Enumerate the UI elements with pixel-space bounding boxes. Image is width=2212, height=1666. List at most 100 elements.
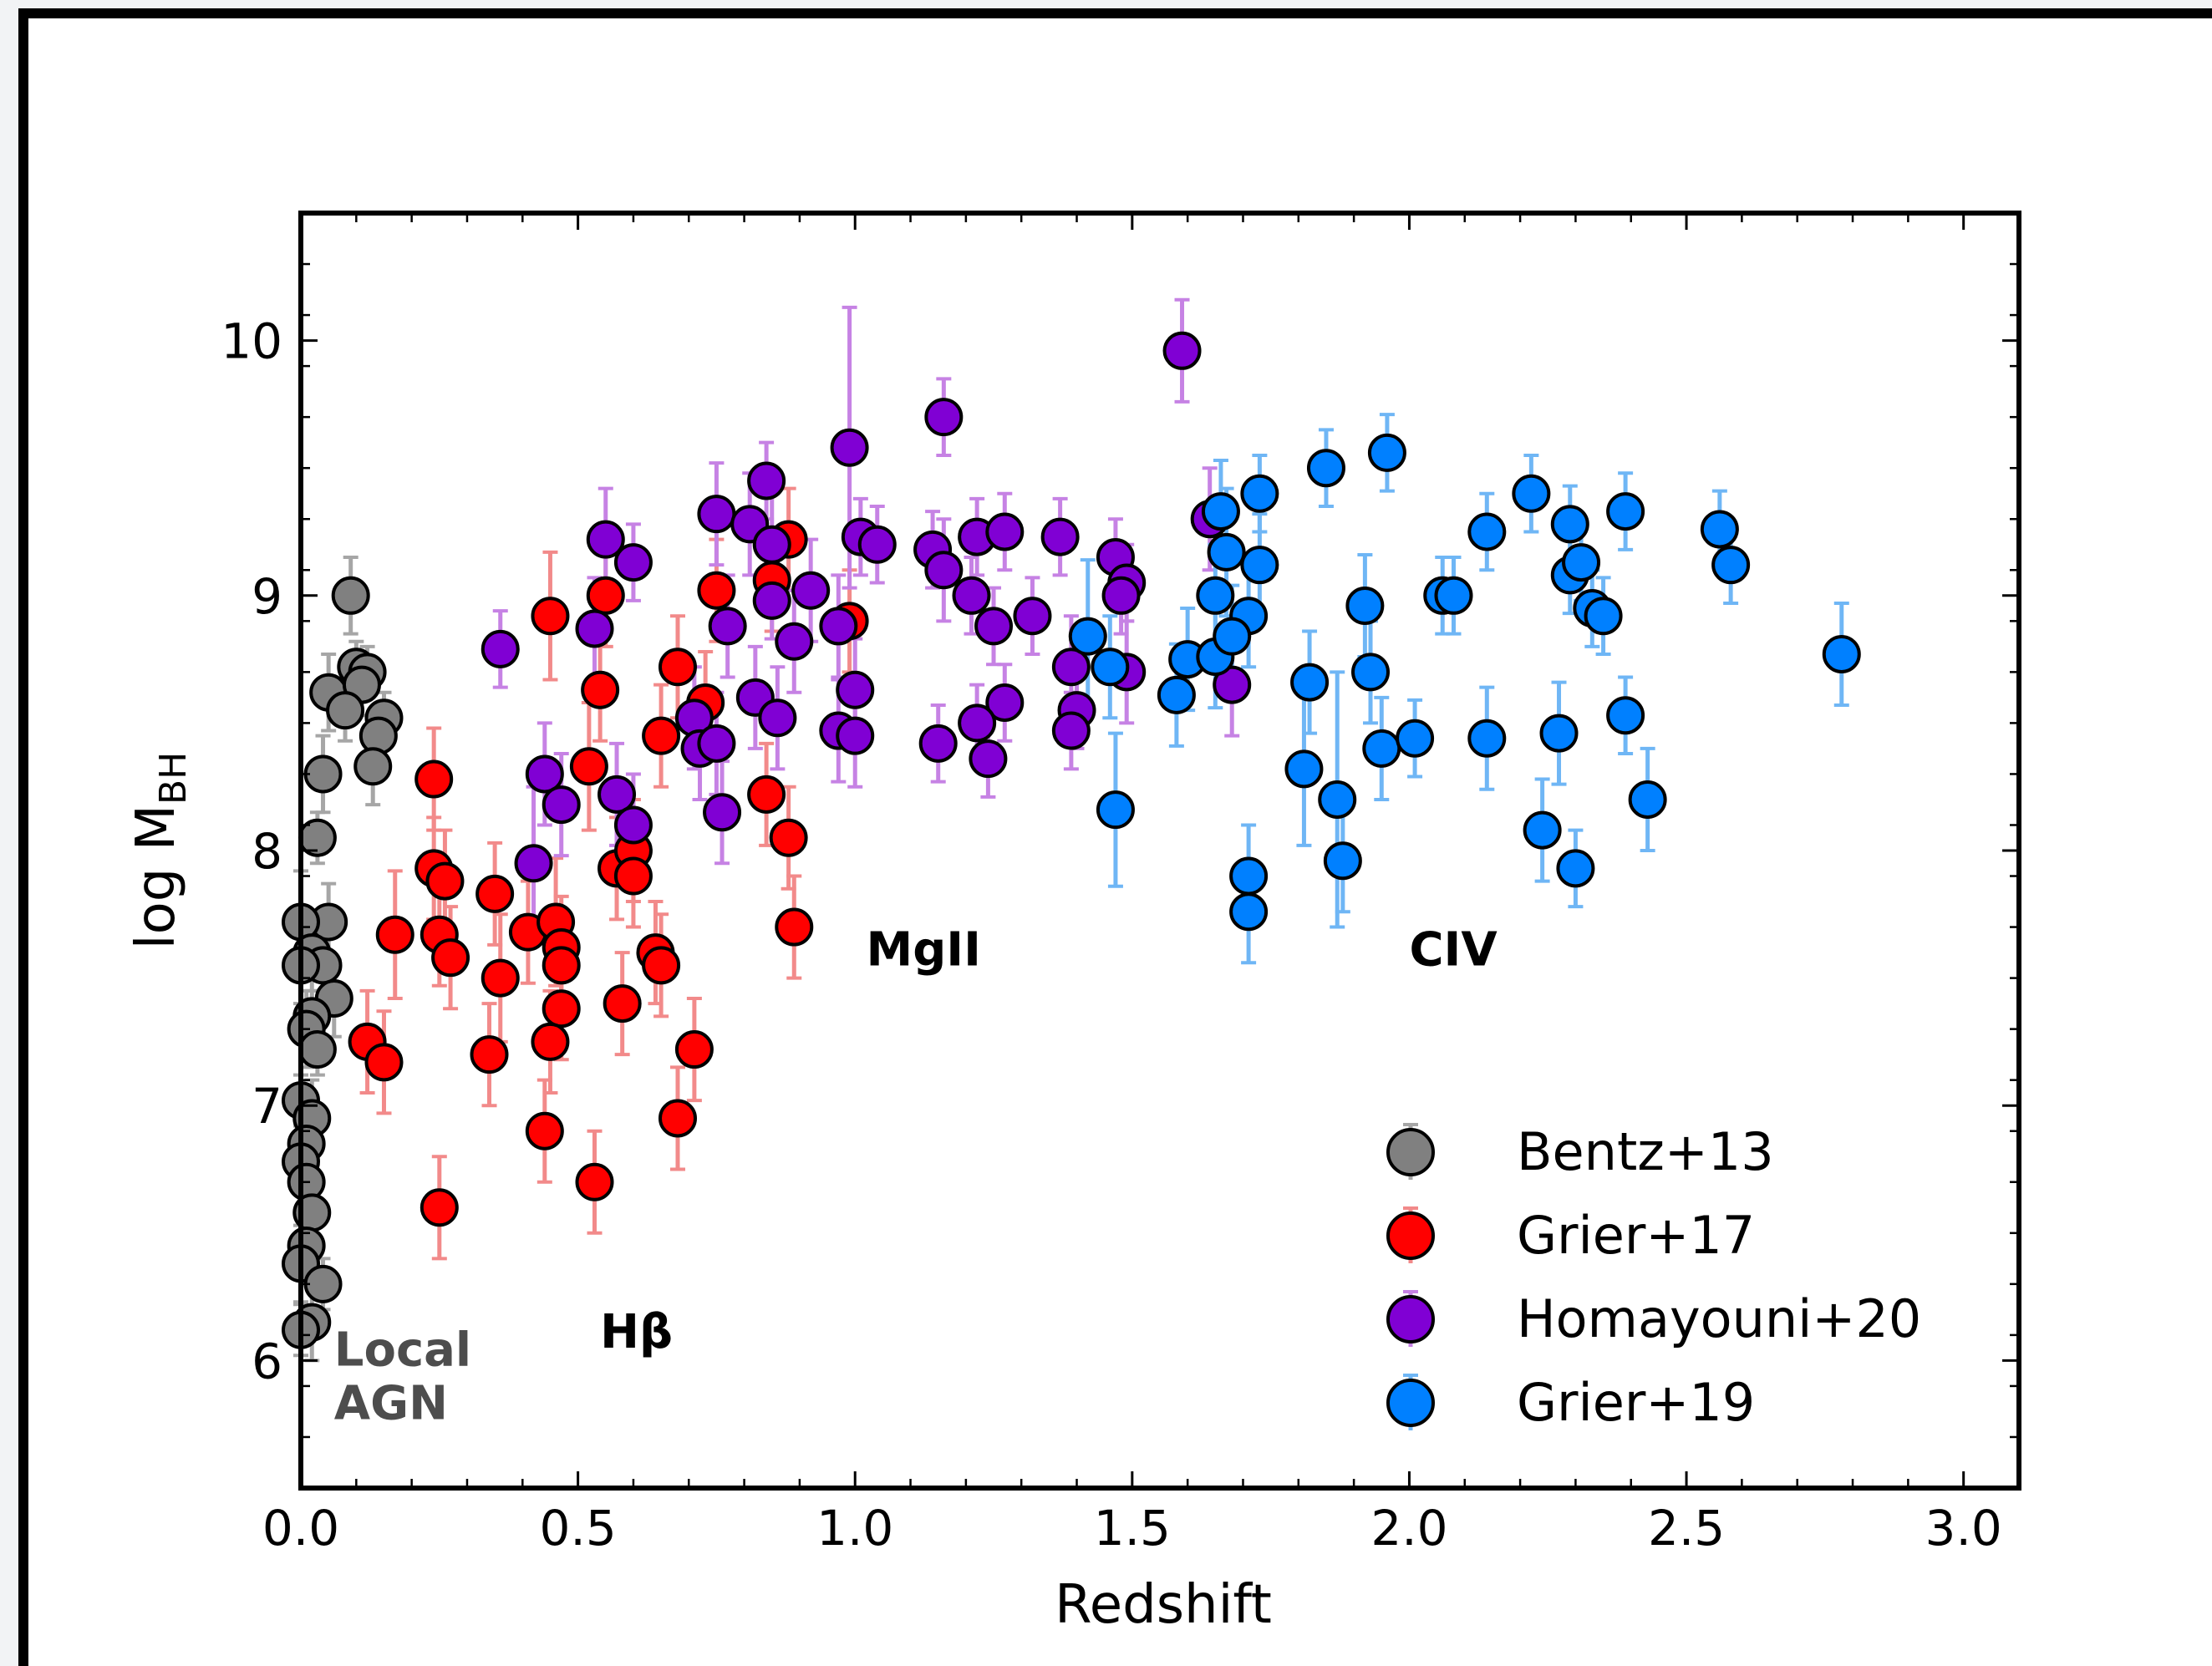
x-tick-label: 2.5 [1648, 1500, 1725, 1557]
y-tick-label: 6 [252, 1333, 282, 1389]
point-homayouni-20-8 [613, 543, 653, 582]
point-homayouni-20-33 [1051, 711, 1091, 750]
point-grier-17-2 [581, 670, 620, 709]
y-tick-label: 10 [221, 313, 282, 370]
point-grier-19-25 [1213, 617, 1252, 656]
point-grier-19-35 [1318, 780, 1357, 819]
tick-labels-layer: 0.0 0.5 1.0 1.5 2.0 2.5 3.0 6 7 8 9 10 [221, 313, 2002, 1557]
point-homayouni-20-41 [758, 698, 797, 738]
point-homayouni-20-23 [708, 607, 747, 646]
point-grier-19-39 [1323, 841, 1362, 881]
point-homayouni-20-7 [586, 520, 625, 559]
point-grier-19-3 [1240, 474, 1279, 513]
point-bentz-13-9 [303, 754, 343, 794]
y-tick-label: 7 [252, 1078, 282, 1135]
point-homayouni-20-44 [697, 724, 736, 763]
y-axis-label: log MBH [125, 752, 195, 949]
point-grier-19-43 [1822, 634, 1861, 673]
point-homayouni-20-26 [974, 607, 1014, 646]
point-grier-19-29 [1362, 729, 1401, 768]
y-axis-label-subscript: BH [152, 752, 195, 805]
point-grier-17-26 [542, 989, 581, 1029]
point-homayouni-20-12 [924, 551, 964, 590]
point-homayouni-20-46 [575, 609, 614, 648]
point-grier-19-26 [1290, 663, 1330, 702]
point-grier-19-38 [1096, 790, 1135, 830]
annotation-4: CIV [1409, 922, 1498, 977]
point-homayouni-20-3 [747, 461, 786, 500]
point-homayouni-20-25 [952, 576, 991, 615]
point-grier-17-35 [658, 1099, 697, 1138]
point-grier-19-22 [1091, 648, 1130, 687]
point-grier-17-40 [575, 1162, 614, 1201]
point-grier-19-28 [1157, 675, 1196, 714]
point-grier-19-14 [1345, 587, 1385, 626]
x-tick-label: 2.0 [1370, 1500, 1447, 1557]
point-grier-17-16 [425, 861, 465, 901]
point-grier-17-12 [769, 818, 808, 857]
point-grier-19-36 [1628, 780, 1667, 819]
point-grier-19-10 [1207, 532, 1246, 571]
point-homayouni-20-37 [836, 670, 875, 709]
legend-marker [1386, 1295, 1435, 1343]
annotation-2: Hβ [600, 1305, 673, 1359]
point-grier-19-12 [1196, 576, 1235, 615]
point-grier-19-40 [1556, 849, 1595, 888]
x-tick-label: 1.0 [816, 1500, 893, 1557]
point-grier-17-25 [542, 946, 581, 985]
legend-label: Homayouni+20 [1517, 1288, 1921, 1349]
point-grier-19-5 [1467, 512, 1507, 551]
legend-label: Grier+17 [1517, 1205, 1755, 1266]
point-homayouni-20-52 [703, 793, 742, 832]
x-tick-label: 0.0 [262, 1500, 339, 1557]
point-grier-19-16 [1434, 576, 1473, 615]
error-bars-layer [293, 297, 1849, 1363]
point-grier-19-32 [1539, 714, 1579, 753]
point-grier-19-6 [1550, 505, 1589, 544]
point-homayouni-20-31 [985, 683, 1025, 722]
point-homayouni-20-15 [1040, 517, 1080, 556]
point-homayouni-20-47 [525, 754, 564, 794]
point-homayouni-20-2 [830, 428, 869, 467]
point-grier-17-19 [431, 938, 470, 978]
point-homayouni-20-50 [613, 805, 653, 845]
point-grier-17-27 [531, 1022, 570, 1061]
legend: Bentz+13 Grier+17 Homayouni+20 Grier+19 [1386, 1121, 1921, 1433]
point-bentz-13-0 [331, 576, 370, 615]
point-grier-17-14 [414, 759, 454, 799]
y-axis-label-main: log M [125, 805, 187, 949]
point-grier-17-32 [642, 946, 681, 985]
point-grier-17-33 [603, 984, 642, 1023]
point-grier-19-27 [1351, 653, 1391, 692]
point-grier-17-6 [697, 571, 736, 610]
point-homayouni-20-4 [697, 495, 736, 534]
point-grier-17-4 [658, 648, 697, 687]
annotation-0: Local [334, 1323, 471, 1378]
point-grier-17-37 [364, 1043, 404, 1082]
legend-item-3: Grier+19 [1386, 1372, 1755, 1433]
point-homayouni-20-14 [985, 512, 1025, 551]
legend-item-1: Grier+17 [1386, 1205, 1755, 1266]
point-grier-19-4 [1512, 474, 1551, 513]
legend-marker [1386, 1379, 1435, 1427]
point-grier-17-3 [569, 747, 608, 786]
legend-label: Grier+19 [1517, 1372, 1755, 1433]
point-homayouni-20-20 [752, 581, 791, 620]
point-grier-19-2 [1201, 492, 1240, 531]
x-tick-label: 3.0 [1925, 1500, 2002, 1557]
point-grier-17-21 [481, 958, 520, 998]
x-tick-label: 0.5 [539, 1500, 616, 1557]
point-bentz-13-5 [326, 691, 365, 730]
point-homayouni-20-22 [775, 622, 814, 661]
point-homayouni-20-49 [597, 775, 637, 814]
point-grier-17-11 [747, 775, 786, 814]
point-grier-19-33 [1606, 696, 1645, 735]
point-grier-19-30 [1396, 719, 1435, 758]
point-grier-19-11 [1240, 546, 1279, 585]
point-homayouni-20-28 [1051, 648, 1091, 687]
point-homayouni-20-48 [542, 785, 581, 825]
point-grier-19-21 [1068, 617, 1107, 656]
point-grier-19-0 [1367, 433, 1406, 472]
legend-item-0: Bentz+13 [1386, 1121, 1774, 1182]
